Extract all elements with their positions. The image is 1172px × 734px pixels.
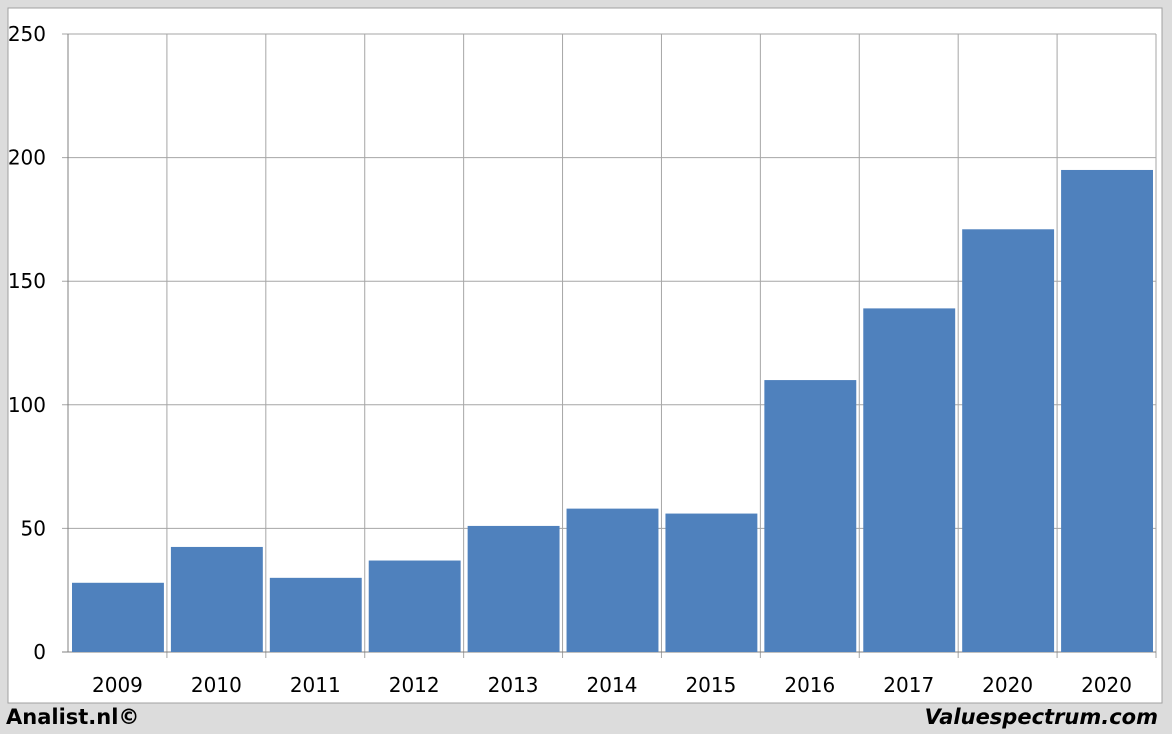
x-tick-label: 2014 (587, 673, 638, 697)
bar (962, 229, 1055, 652)
y-tick-label: 0 (33, 640, 46, 664)
x-tick-label: 2013 (488, 673, 539, 697)
bar (863, 308, 956, 652)
y-tick-label: 50 (21, 516, 46, 540)
bar (566, 508, 659, 652)
bar (368, 560, 461, 652)
x-tick-label: 2012 (389, 673, 440, 697)
x-tick-label: 2016 (784, 673, 835, 697)
bar (72, 582, 164, 652)
x-tick-label: 2011 (290, 673, 341, 697)
bar (665, 513, 758, 652)
x-tick-label: 2020 (1081, 673, 1132, 697)
footer-left: Analist.nl© (6, 705, 139, 729)
footer-right: Valuespectrum.com (925, 705, 1158, 729)
y-tick-label: 150 (8, 269, 46, 293)
y-tick-label: 250 (8, 22, 46, 46)
y-tick-label: 100 (8, 393, 46, 417)
bar (467, 525, 560, 652)
bar (764, 380, 857, 652)
y-tick-label: 200 (8, 146, 46, 170)
bar (269, 577, 362, 652)
bar (1061, 169, 1153, 652)
bar (170, 546, 263, 652)
x-tick-label: 2015 (685, 673, 736, 697)
x-tick-label: 2017 (883, 673, 934, 697)
x-tick-label: 2010 (191, 673, 242, 697)
x-tick-label: 2020 (982, 673, 1033, 697)
x-tick-label: 2009 (92, 673, 143, 697)
